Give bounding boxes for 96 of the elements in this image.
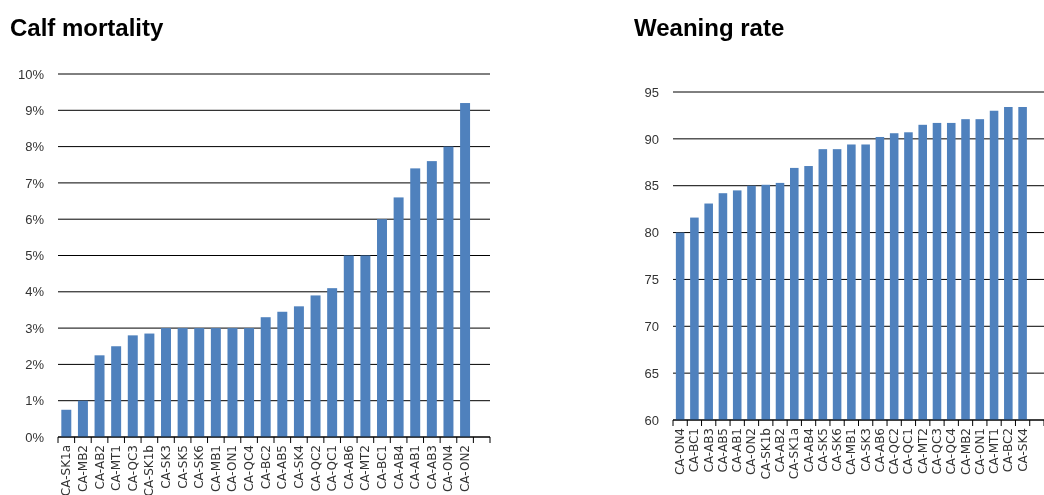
x-tick-label: CA-AB4: [391, 445, 406, 490]
x-tick-label: CA-QC4: [944, 428, 959, 475]
x-tick-label: CA-ON4: [441, 445, 456, 493]
chart-title: Calf mortality: [10, 14, 165, 41]
y-tick-label: 70: [644, 318, 659, 334]
y-tick-label: 75: [644, 272, 659, 288]
bar: [244, 328, 255, 437]
x-tick-label: CA-MB2: [75, 445, 90, 492]
x-tick-label: CA-QC2: [887, 428, 902, 475]
chart-title: Weaning rate: [634, 14, 785, 41]
bar: [327, 288, 338, 437]
y-tick-label: 85: [644, 178, 659, 194]
x-tick-label: CA-BC1: [687, 428, 702, 473]
bar: [144, 333, 155, 437]
x-tick-label: CA-SK4: [1015, 428, 1030, 472]
y-tick-label: 80: [644, 225, 659, 241]
x-tick-label: CA-AB4: [801, 428, 816, 473]
x-tick-label: CA-MT2: [915, 428, 930, 474]
x-tick-label: CA-QC1: [325, 445, 340, 492]
bar: [360, 255, 371, 437]
y-tick-label: 3%: [25, 320, 45, 336]
bar: [343, 255, 354, 437]
y-tick-label: 90: [644, 131, 659, 147]
bar: [310, 295, 321, 437]
y-tick-label: 10%: [17, 66, 45, 82]
x-tick-label: CA-AB6: [872, 428, 887, 473]
x-tick-label: CA-AB5: [715, 428, 730, 473]
x-tick-label: CA-ON2: [744, 428, 759, 476]
x-tick-label: CA-QC3: [929, 428, 944, 475]
bar: [127, 335, 138, 437]
y-tick-label: 7%: [25, 175, 45, 191]
x-tick-label: CA-AB6: [341, 445, 356, 490]
x-tick-label: CA-MB1: [208, 445, 223, 492]
x-tick-label: CA-SK6: [830, 428, 845, 472]
x-tick-label: CA-AB2: [773, 428, 788, 473]
x-tick-label: CA-SK4: [291, 445, 306, 489]
bar: [377, 219, 387, 437]
y-tick-label: 60: [644, 412, 659, 428]
x-tick-label: CA-AB1: [408, 445, 423, 490]
y-tick-label: 65: [644, 365, 659, 381]
x-tick-label: CA-SK1a: [59, 445, 74, 495]
y-tick-label: 4%: [25, 284, 45, 300]
x-tick-label: CA-ON2: [458, 445, 473, 493]
x-tick-label: CA-SK3: [159, 445, 173, 489]
bar: [194, 328, 205, 437]
x-tick-label: CA-SK1b: [758, 428, 773, 480]
y-tick-label: 8%: [25, 139, 45, 155]
x-tick-label: CA-AB5: [275, 445, 290, 490]
bar: [77, 400, 88, 437]
x-tick-label: CA-BC2: [258, 445, 273, 490]
y-tick-label: 5%: [25, 248, 45, 264]
bar: [227, 328, 238, 437]
bar: [61, 409, 72, 437]
x-tick-label: CA-AB3: [701, 428, 716, 473]
x-tick-label: CA-MT1: [987, 428, 1002, 474]
x-tick-label: CA-SK1b: [142, 445, 157, 495]
bar: [210, 328, 221, 437]
y-tick-label: 95: [644, 84, 659, 100]
y-tick-label: 2%: [25, 357, 45, 373]
bar: [443, 146, 454, 437]
bar: [161, 328, 171, 437]
y-tick-label: 9%: [25, 102, 45, 118]
bar: [277, 311, 288, 437]
x-tick-label: CA-SK1a: [787, 428, 802, 480]
bar: [393, 197, 404, 437]
bar: [460, 103, 471, 437]
y-tick-label: 1%: [25, 393, 45, 409]
x-tick-label: CA-SK5: [175, 445, 190, 489]
x-tick-label: CA-QC4: [242, 445, 257, 492]
x-tick-label: CA-ON1: [225, 445, 240, 493]
bar: [177, 328, 188, 437]
x-tick-label: CA-QC1: [901, 428, 916, 475]
x-tick-label: CA-MB2: [958, 428, 973, 475]
x-tick-label: CA-MT1: [109, 445, 124, 491]
x-tick-label: CA-QC3: [125, 445, 140, 492]
x-tick-label: CA-AB2: [92, 445, 107, 490]
x-tick-label: CA-BC2: [1001, 428, 1016, 473]
y-tick-label: 6%: [25, 211, 45, 227]
x-tick-label: CA-SK6: [192, 445, 207, 489]
bar: [260, 317, 271, 437]
x-tick-label: CA-ON1: [972, 428, 987, 476]
x-tick-label: CA-QC2: [308, 445, 323, 492]
y-tick-label: 0%: [25, 429, 45, 445]
x-tick-label: CA-MT2: [358, 445, 373, 491]
x-tick-label: CA-ON4: [673, 428, 688, 476]
bar: [410, 168, 421, 437]
bar: [94, 355, 105, 437]
bar: [293, 306, 304, 437]
bar: [111, 346, 122, 437]
x-tick-label: CA-MB1: [844, 428, 859, 475]
bar: [426, 161, 437, 437]
x-tick-label: CA-AB1: [730, 428, 745, 473]
x-tick-label: CA-SK3: [858, 428, 873, 472]
x-tick-label: CA-BC1: [375, 445, 389, 490]
x-tick-label: CA-SK5: [815, 428, 830, 472]
x-tick-label: CA-AB3: [424, 445, 439, 490]
